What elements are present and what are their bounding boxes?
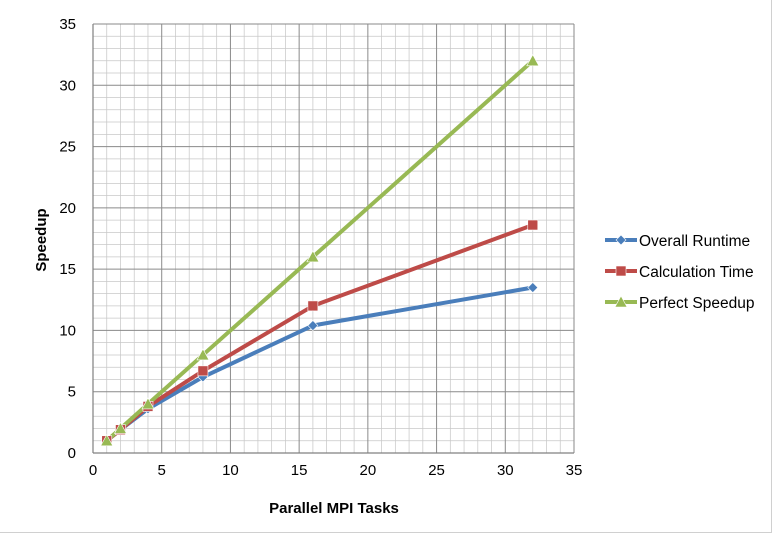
y-tick-label: 25 (59, 139, 76, 156)
x-tick-label: 5 (158, 462, 166, 479)
y-tick-label: 35 (59, 16, 76, 33)
x-tick-label: 35 (566, 462, 583, 479)
x-tick-label: 10 (222, 462, 239, 479)
x-tick-label: 30 (497, 462, 514, 479)
perfect-speedup-line (104, 58, 535, 443)
perfect-speedup-legend-label: Perfect Speedup (639, 295, 754, 312)
series-lines (104, 58, 535, 443)
perfect-speedup-point (141, 397, 155, 410)
x-tick-label: 15 (291, 462, 308, 479)
perfect-speedup-point (526, 54, 540, 67)
minor-gridlines (93, 24, 574, 453)
perfect-speedup-point (100, 434, 114, 447)
calculation-time-point (527, 219, 539, 231)
x-axis-title: Parallel MPI Tasks (269, 500, 399, 517)
overall-runtime-point (527, 282, 539, 293)
series-markers (100, 54, 540, 447)
x-tick-labels: 0 5 10 15 20 25 30 35 (89, 462, 583, 479)
legend: Overall Runtime Calculation Time Perfect S… (605, 233, 754, 312)
axes (92, 24, 574, 454)
y-tick-labels: 0 5 10 15 20 25 30 35 (59, 16, 76, 462)
perfect-speedup-point (113, 421, 127, 434)
calculation-time-legend-label: Calculation Time (639, 264, 754, 281)
calculation-time-legend-marker (615, 265, 627, 277)
perfect-speedup-legend-marker (614, 295, 628, 308)
y-tick-label: 30 (59, 77, 76, 94)
y-tick-label: 15 (59, 261, 76, 278)
calculation-time-point (197, 365, 209, 377)
calculation-time-point (307, 300, 319, 312)
overall-runtime-legend-label: Overall Runtime (639, 233, 750, 250)
perfect-speedup-point (306, 250, 320, 263)
perfect-speedup-point (196, 348, 210, 361)
calculation-time-line (104, 223, 535, 443)
overall-runtime-legend-marker (615, 234, 627, 246)
y-tick-label: 5 (68, 384, 76, 401)
y-axis-title: Speedup (33, 208, 50, 271)
y-tick-label: 0 (68, 445, 76, 462)
overall-runtime-point (307, 320, 319, 331)
y-tick-label: 20 (59, 200, 76, 217)
x-tick-label: 0 (89, 462, 97, 479)
overall-runtime-line (104, 285, 535, 443)
y-tick-label: 10 (59, 322, 76, 339)
x-tick-label: 25 (428, 462, 445, 479)
x-tick-label: 20 (360, 462, 377, 479)
